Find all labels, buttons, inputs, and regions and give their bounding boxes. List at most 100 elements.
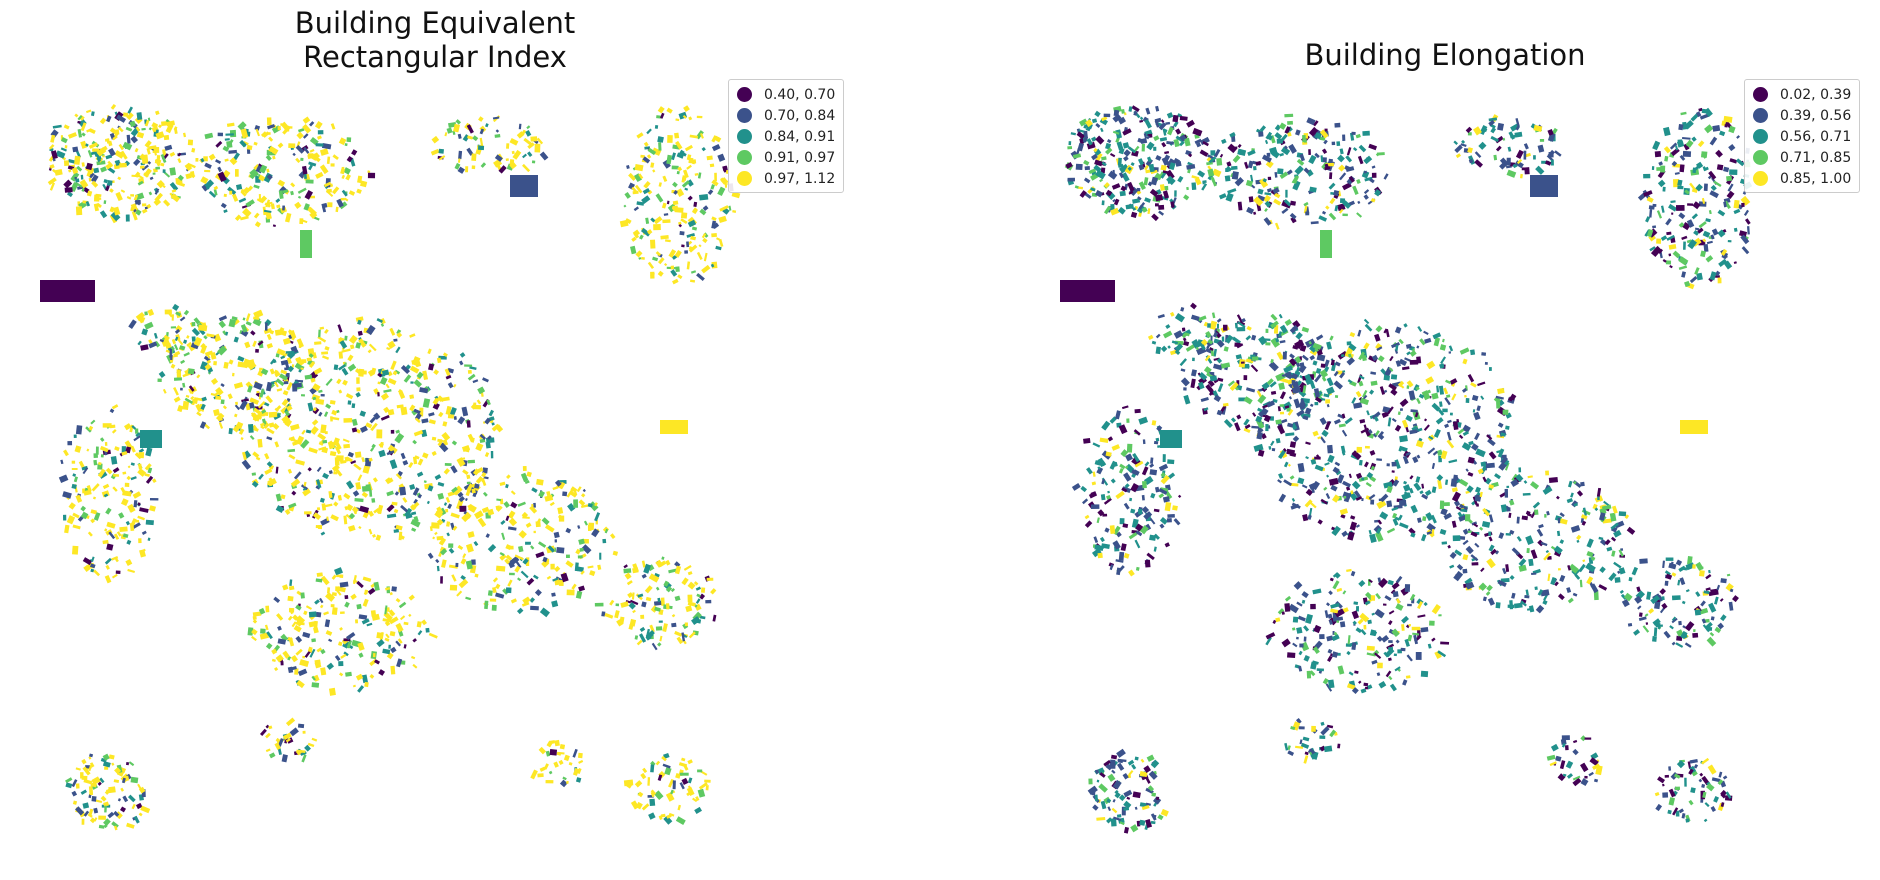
building-footprint [368, 457, 373, 462]
building-footprint [325, 431, 328, 435]
building-footprint [695, 586, 701, 591]
building-footprint [1309, 403, 1314, 408]
building-footprint [1320, 721, 1325, 726]
building-footprint [122, 471, 127, 475]
building-footprint [1145, 776, 1151, 784]
building-footprint [72, 512, 80, 519]
building-footprint [385, 633, 390, 639]
building-footprint [344, 595, 349, 600]
building-footprint [103, 801, 110, 807]
building-footprint [1306, 670, 1312, 679]
building-footprint [1276, 351, 1284, 361]
building-footprint [395, 640, 402, 647]
building-footprint [685, 605, 693, 613]
building-footprint [1401, 419, 1409, 429]
building-footprint [85, 201, 91, 207]
building-footprint [1539, 139, 1545, 142]
building-footprint [109, 214, 118, 224]
building-footprint [440, 576, 443, 584]
building-footprint [485, 441, 491, 449]
building-footprint [1554, 150, 1562, 157]
building-footprint [322, 439, 328, 444]
building-footprint [1593, 778, 1599, 783]
building-footprint [1369, 178, 1375, 184]
building-footprint [1449, 378, 1458, 385]
building-footprint [1301, 354, 1309, 361]
building-footprint [1083, 438, 1091, 444]
building-footprint [1097, 466, 1101, 470]
building-footprint [1250, 174, 1254, 182]
building-footprint [228, 318, 237, 328]
building-footprint [1281, 611, 1285, 615]
building-footprint [288, 454, 296, 460]
building-footprint [1251, 334, 1257, 341]
building-footprint [659, 635, 663, 642]
building-footprint [1122, 772, 1129, 780]
building-footprint [1144, 559, 1151, 568]
building-footprint [103, 179, 108, 184]
building-footprint [1284, 603, 1291, 612]
building-footprint [437, 481, 445, 487]
building-footprint [175, 325, 183, 333]
building-footprint [291, 490, 297, 496]
building-footprint [1287, 409, 1294, 416]
building-footprint [314, 341, 322, 345]
building-footprint [554, 539, 558, 543]
building-footprint [122, 533, 129, 538]
building-footprint [272, 155, 276, 160]
building-footprint [118, 512, 125, 519]
building-footprint [467, 433, 475, 443]
building-footprint [1123, 806, 1130, 811]
building-footprint [358, 614, 368, 620]
building-footprint [1200, 344, 1206, 351]
building-footprint [1112, 130, 1120, 135]
building-footprint [683, 105, 690, 112]
building-footprint [318, 389, 323, 394]
building-footprint [319, 597, 324, 604]
building-footprint [1474, 432, 1480, 441]
building-footprint [1547, 573, 1551, 582]
building-footprint [135, 432, 141, 438]
building-footprint [1162, 170, 1169, 174]
building-footprint [365, 422, 373, 429]
building-footprint [1256, 390, 1263, 398]
building-footprint [361, 618, 370, 625]
building-footprint [1363, 624, 1367, 630]
building-footprint [487, 543, 497, 553]
building-footprint [485, 123, 489, 128]
building-footprint [1157, 814, 1164, 821]
building-footprint [1652, 225, 1657, 229]
building-footprint [1155, 203, 1159, 207]
building-footprint [297, 187, 307, 194]
building-footprint [275, 505, 285, 513]
building-footprint [449, 584, 458, 591]
building-footprint [526, 125, 531, 130]
building-footprint [1698, 778, 1703, 783]
building-footprint [1518, 558, 1527, 567]
building-footprint [638, 256, 642, 260]
building-footprint [1109, 525, 1116, 534]
building-footprint [676, 170, 680, 175]
building-footprint [330, 416, 333, 422]
building-footprint [1710, 588, 1719, 596]
building-footprint [288, 502, 297, 509]
building-footprint [483, 476, 489, 480]
building-footprint [1358, 351, 1366, 361]
building-footprint [482, 491, 488, 497]
building-footprint [68, 159, 76, 164]
building-footprint [1530, 549, 1538, 559]
building-footprint [140, 430, 162, 448]
building-footprint [1121, 108, 1125, 114]
building-footprint [129, 522, 135, 532]
building-footprint [1118, 163, 1130, 174]
building-footprint [1290, 725, 1296, 731]
building-footprint [337, 494, 343, 501]
building-footprint [1655, 245, 1663, 253]
building-footprint [218, 315, 228, 322]
building-footprint [62, 491, 72, 499]
building-footprint [539, 766, 546, 772]
building-footprint [1465, 581, 1475, 590]
building-footprint [1114, 789, 1119, 795]
building-footprint [319, 604, 324, 609]
building-footprint [1419, 490, 1424, 495]
